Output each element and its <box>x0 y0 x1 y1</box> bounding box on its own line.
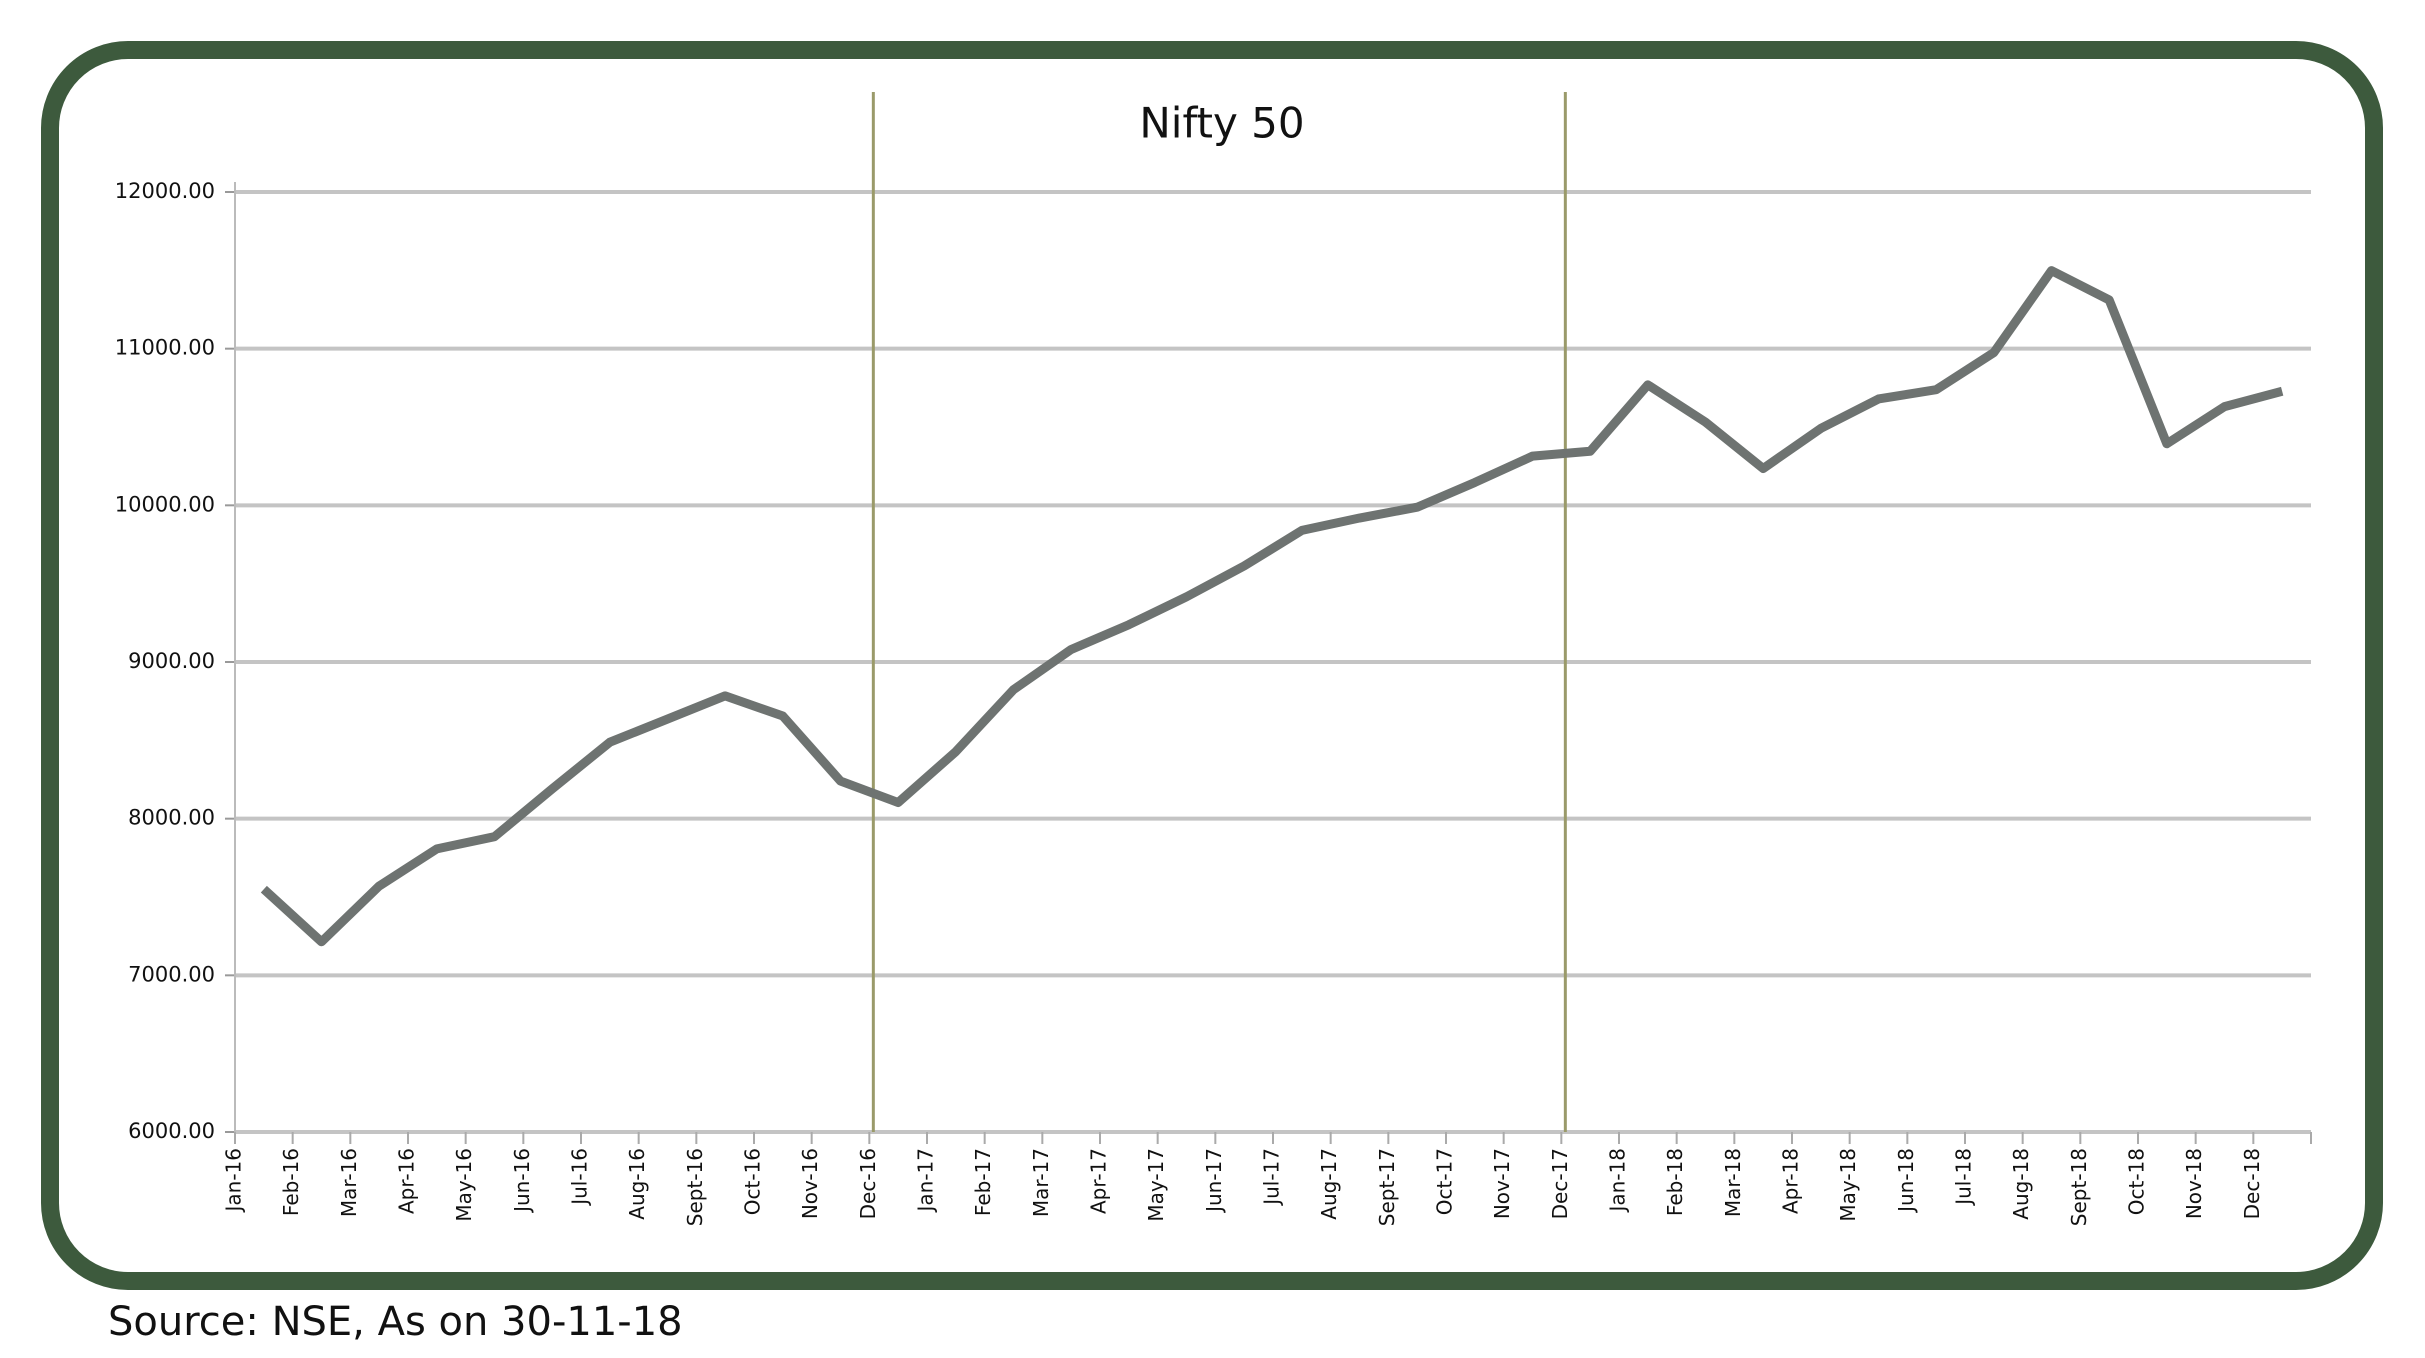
x-tick-label: Mar-18 <box>1721 1148 1745 1217</box>
x-tick-label: Feb-16 <box>279 1148 303 1216</box>
x-tick-label: Apr-17 <box>1087 1148 1111 1214</box>
x-tick-label: Dec-18 <box>2240 1148 2264 1219</box>
x-tick-label: Aug-16 <box>625 1148 649 1220</box>
x-tick-label: Oct-16 <box>741 1148 765 1215</box>
x-tick-label: Jul-16 <box>568 1148 592 1207</box>
x-tick-label: Jun-17 <box>1202 1148 1226 1214</box>
x-tick-label: Jun-18 <box>1894 1148 1918 1214</box>
y-tick-label: 6000.00 <box>128 1119 215 1143</box>
x-tick-label: Dec-17 <box>1548 1148 1572 1219</box>
x-tick-label: May-18 <box>1836 1148 1860 1222</box>
chart-title: Nifty 50 <box>1139 99 1304 148</box>
x-tick-label: Jul-18 <box>1952 1148 1976 1207</box>
x-tick-label: Feb-18 <box>1663 1148 1687 1216</box>
x-tick-label: May-16 <box>452 1148 476 1222</box>
frame <box>41 41 2383 1290</box>
x-tick-label: Mar-17 <box>1029 1148 1053 1217</box>
x-tick-label: Nov-16 <box>798 1148 822 1219</box>
y-tick-label: 11000.00 <box>115 336 215 360</box>
x-tick-label: Sept-17 <box>1375 1148 1399 1226</box>
x-tick-label: Oct-17 <box>1433 1148 1457 1215</box>
x-tick-label: Aug-17 <box>1317 1148 1341 1220</box>
x-tick-label: Sept-16 <box>683 1148 707 1226</box>
y-tick-label: 12000.00 <box>115 179 215 203</box>
y-tick-label: 8000.00 <box>128 806 215 830</box>
x-tick-label: Oct-18 <box>2125 1148 2149 1215</box>
y-tick-label: 7000.00 <box>128 962 215 986</box>
x-tick-label: Jan-18 <box>1606 1148 1630 1214</box>
y-tick-label: 10000.00 <box>115 492 215 516</box>
y-tick-label: 9000.00 <box>128 649 215 673</box>
x-tick-label: Jan-17 <box>914 1148 938 1214</box>
x-tick-label: Aug-18 <box>2009 1148 2033 1220</box>
x-tick-label: Jun-16 <box>510 1148 534 1214</box>
x-tick-label: Jul-17 <box>1260 1148 1284 1207</box>
x-tick-label: Nov-17 <box>1490 1148 1514 1219</box>
source-note: Source: NSE, As on 30-11-18 <box>108 1299 683 1345</box>
x-tick-label: Feb-17 <box>971 1148 995 1216</box>
x-tick-label: Apr-18 <box>1779 1148 1803 1214</box>
x-tick-label: Mar-16 <box>337 1148 361 1217</box>
x-tick-label: Apr-16 <box>395 1148 419 1214</box>
x-tick-label: Dec-16 <box>856 1148 880 1219</box>
x-tick-label: Jan-16 <box>222 1148 246 1214</box>
x-tick-label: Sept-18 <box>2067 1148 2091 1226</box>
x-tick-label: Nov-18 <box>2182 1148 2206 1219</box>
data-line <box>260 266 2284 947</box>
x-tick-label: May-17 <box>1144 1148 1168 1222</box>
